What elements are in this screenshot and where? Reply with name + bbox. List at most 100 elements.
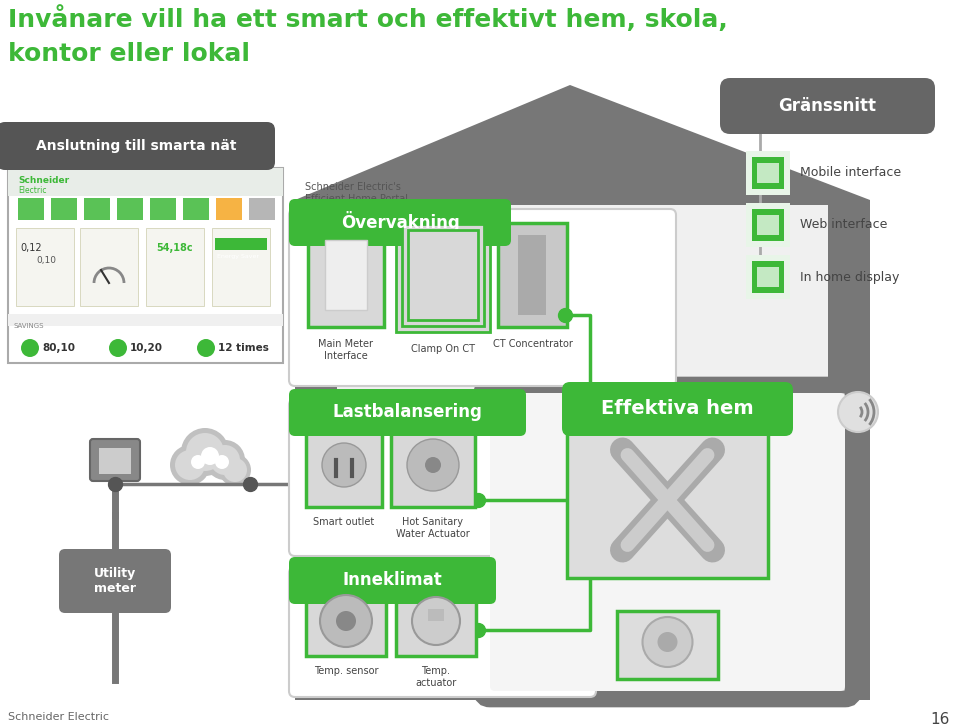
- FancyBboxPatch shape: [306, 413, 382, 507]
- Bar: [80, 228, 138, 306]
- Text: 54,18c: 54,18c: [156, 243, 193, 253]
- Text: Schneider Electric: Schneider Electric: [8, 712, 109, 722]
- Circle shape: [197, 339, 215, 357]
- FancyBboxPatch shape: [289, 199, 511, 246]
- Bar: [757, 215, 779, 235]
- Bar: [428, 609, 444, 621]
- Text: 0,12: 0,12: [20, 243, 41, 253]
- FancyBboxPatch shape: [90, 439, 140, 481]
- Text: kontor eller lokal: kontor eller lokal: [8, 42, 250, 66]
- Text: Mobile interface: Mobile interface: [800, 167, 901, 180]
- FancyBboxPatch shape: [306, 576, 386, 656]
- Bar: [518, 235, 546, 315]
- Text: Energy Saver: Energy Saver: [217, 254, 259, 259]
- Text: Övervakning: Övervakning: [341, 211, 460, 232]
- FancyBboxPatch shape: [289, 567, 596, 697]
- Bar: [8, 314, 283, 326]
- FancyBboxPatch shape: [0, 122, 275, 170]
- FancyBboxPatch shape: [289, 209, 676, 386]
- FancyBboxPatch shape: [720, 78, 935, 134]
- Circle shape: [322, 443, 366, 487]
- FancyBboxPatch shape: [746, 255, 790, 299]
- Circle shape: [336, 611, 356, 631]
- Bar: [150, 198, 176, 220]
- Circle shape: [175, 450, 205, 480]
- FancyBboxPatch shape: [482, 385, 853, 699]
- Bar: [117, 198, 143, 220]
- Circle shape: [109, 339, 127, 357]
- Bar: [99, 448, 131, 474]
- Circle shape: [320, 595, 372, 647]
- Text: Web interface: Web interface: [800, 219, 887, 232]
- FancyBboxPatch shape: [391, 413, 475, 507]
- Bar: [212, 228, 270, 306]
- Circle shape: [412, 597, 460, 645]
- Text: Smart outlet: Smart outlet: [313, 517, 374, 527]
- FancyBboxPatch shape: [746, 151, 790, 195]
- Circle shape: [170, 445, 210, 485]
- Text: In home display: In home display: [800, 271, 900, 284]
- Text: 16: 16: [930, 712, 950, 724]
- Text: Hot Sanitary
Water Actuator: Hot Sanitary Water Actuator: [396, 517, 469, 539]
- Text: 80,10: 80,10: [42, 343, 75, 353]
- Bar: [183, 198, 209, 220]
- FancyBboxPatch shape: [562, 382, 793, 436]
- FancyBboxPatch shape: [746, 203, 790, 247]
- FancyBboxPatch shape: [289, 399, 596, 556]
- Circle shape: [642, 617, 692, 667]
- Text: CT Concentrator: CT Concentrator: [492, 339, 572, 349]
- Text: Invånare vill ha ett smart och effektivt hem, skola,: Invånare vill ha ett smart och effektivt…: [8, 5, 728, 32]
- Circle shape: [407, 439, 459, 491]
- FancyBboxPatch shape: [289, 557, 496, 604]
- FancyBboxPatch shape: [308, 223, 384, 327]
- FancyBboxPatch shape: [59, 549, 171, 613]
- FancyBboxPatch shape: [396, 218, 490, 332]
- Bar: [146, 228, 204, 306]
- FancyBboxPatch shape: [498, 223, 567, 327]
- Circle shape: [425, 457, 441, 473]
- Text: Main Meter
Interface: Main Meter Interface: [319, 339, 373, 361]
- Bar: [325, 240, 367, 310]
- Bar: [216, 198, 242, 220]
- FancyBboxPatch shape: [402, 224, 484, 326]
- FancyBboxPatch shape: [490, 393, 845, 691]
- FancyBboxPatch shape: [408, 230, 478, 320]
- Circle shape: [215, 455, 229, 469]
- Text: Clamp On CT: Clamp On CT: [411, 344, 475, 354]
- FancyBboxPatch shape: [567, 422, 768, 578]
- Text: Lastbalansering: Lastbalansering: [332, 403, 482, 421]
- FancyBboxPatch shape: [8, 168, 283, 363]
- Bar: [18, 198, 44, 220]
- Bar: [8, 168, 283, 196]
- Circle shape: [21, 339, 39, 357]
- FancyBboxPatch shape: [396, 576, 476, 656]
- Bar: [757, 267, 779, 287]
- Text: Temp. sensor: Temp. sensor: [314, 666, 378, 676]
- Text: Schneider: Schneider: [18, 176, 69, 185]
- Circle shape: [186, 433, 224, 471]
- Circle shape: [181, 428, 229, 476]
- Bar: [757, 163, 779, 183]
- Bar: [249, 198, 275, 220]
- Circle shape: [223, 458, 247, 482]
- Text: 0,10: 0,10: [36, 256, 56, 265]
- Text: Anslutning till smarta nät: Anslutning till smarta nät: [36, 139, 236, 153]
- Circle shape: [210, 445, 240, 475]
- Circle shape: [201, 447, 219, 465]
- Bar: [51, 198, 77, 220]
- FancyBboxPatch shape: [617, 611, 718, 679]
- Text: Gränssnitt: Gränssnitt: [779, 97, 876, 115]
- Text: Effektiva hem: Effektiva hem: [601, 400, 754, 418]
- Circle shape: [191, 455, 205, 469]
- Polygon shape: [337, 205, 828, 695]
- Circle shape: [219, 454, 251, 486]
- Text: Temp.
actuator: Temp. actuator: [416, 666, 457, 688]
- Bar: [752, 261, 784, 293]
- Text: Schneider Electric's
Efficient Home Portal: Schneider Electric's Efficient Home Port…: [305, 182, 408, 203]
- Bar: [752, 157, 784, 189]
- Bar: [84, 198, 110, 220]
- Text: Electric: Electric: [18, 186, 46, 195]
- Circle shape: [838, 392, 878, 432]
- Text: Inneklimat: Inneklimat: [342, 571, 442, 589]
- Bar: [16, 228, 74, 306]
